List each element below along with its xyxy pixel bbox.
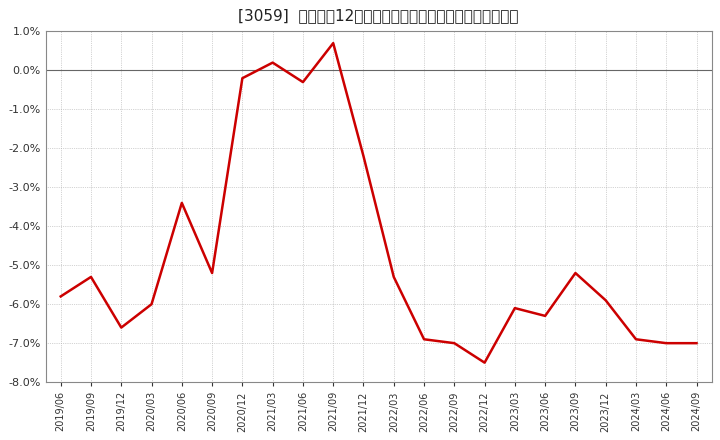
Title: [3059]  売上高の12か月移動合計の対前年同期増減率の推移: [3059] 売上高の12か月移動合計の対前年同期増減率の推移 [238, 8, 519, 23]
